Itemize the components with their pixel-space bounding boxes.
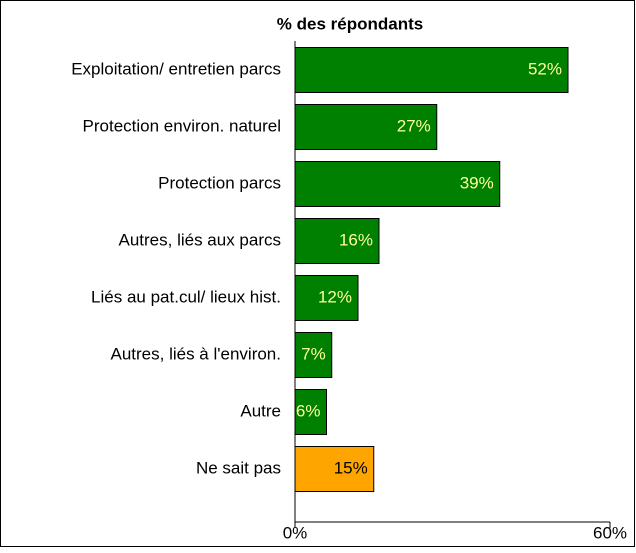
value-label: 6%: [296, 401, 321, 420]
bar: [294, 104, 438, 150]
value-label: 39%: [460, 173, 494, 192]
x-tick-label: 60%: [593, 523, 627, 542]
y-tick-label: Autre: [240, 401, 281, 420]
y-tick-label: Autres, liés aux parcs: [118, 230, 281, 249]
x-tick-label: 0%: [283, 523, 308, 542]
y-tick-label: Liés au pat.cul/ lieux hist.: [91, 287, 281, 306]
y-tick-label: Ne sait pas: [196, 458, 281, 477]
y-tick-label: Autres, liés à l'environ.: [111, 344, 282, 363]
bar: [294, 218, 380, 264]
value-label: 16%: [339, 230, 373, 249]
y-tick-label: Exploitation/ entretien parcs: [71, 59, 281, 78]
bar: [294, 161, 501, 207]
bar: [294, 332, 333, 378]
chart-title: % des répondants: [277, 14, 423, 33]
y-tick-label: Protection parcs: [158, 173, 281, 192]
value-label: 15%: [334, 458, 368, 477]
value-label: 12%: [318, 287, 352, 306]
value-label: 27%: [397, 116, 431, 135]
bar: [294, 47, 569, 93]
y-tick-label: Protection environ. naturel: [83, 116, 281, 135]
value-label: 52%: [528, 59, 562, 78]
value-label: 7%: [301, 344, 326, 363]
